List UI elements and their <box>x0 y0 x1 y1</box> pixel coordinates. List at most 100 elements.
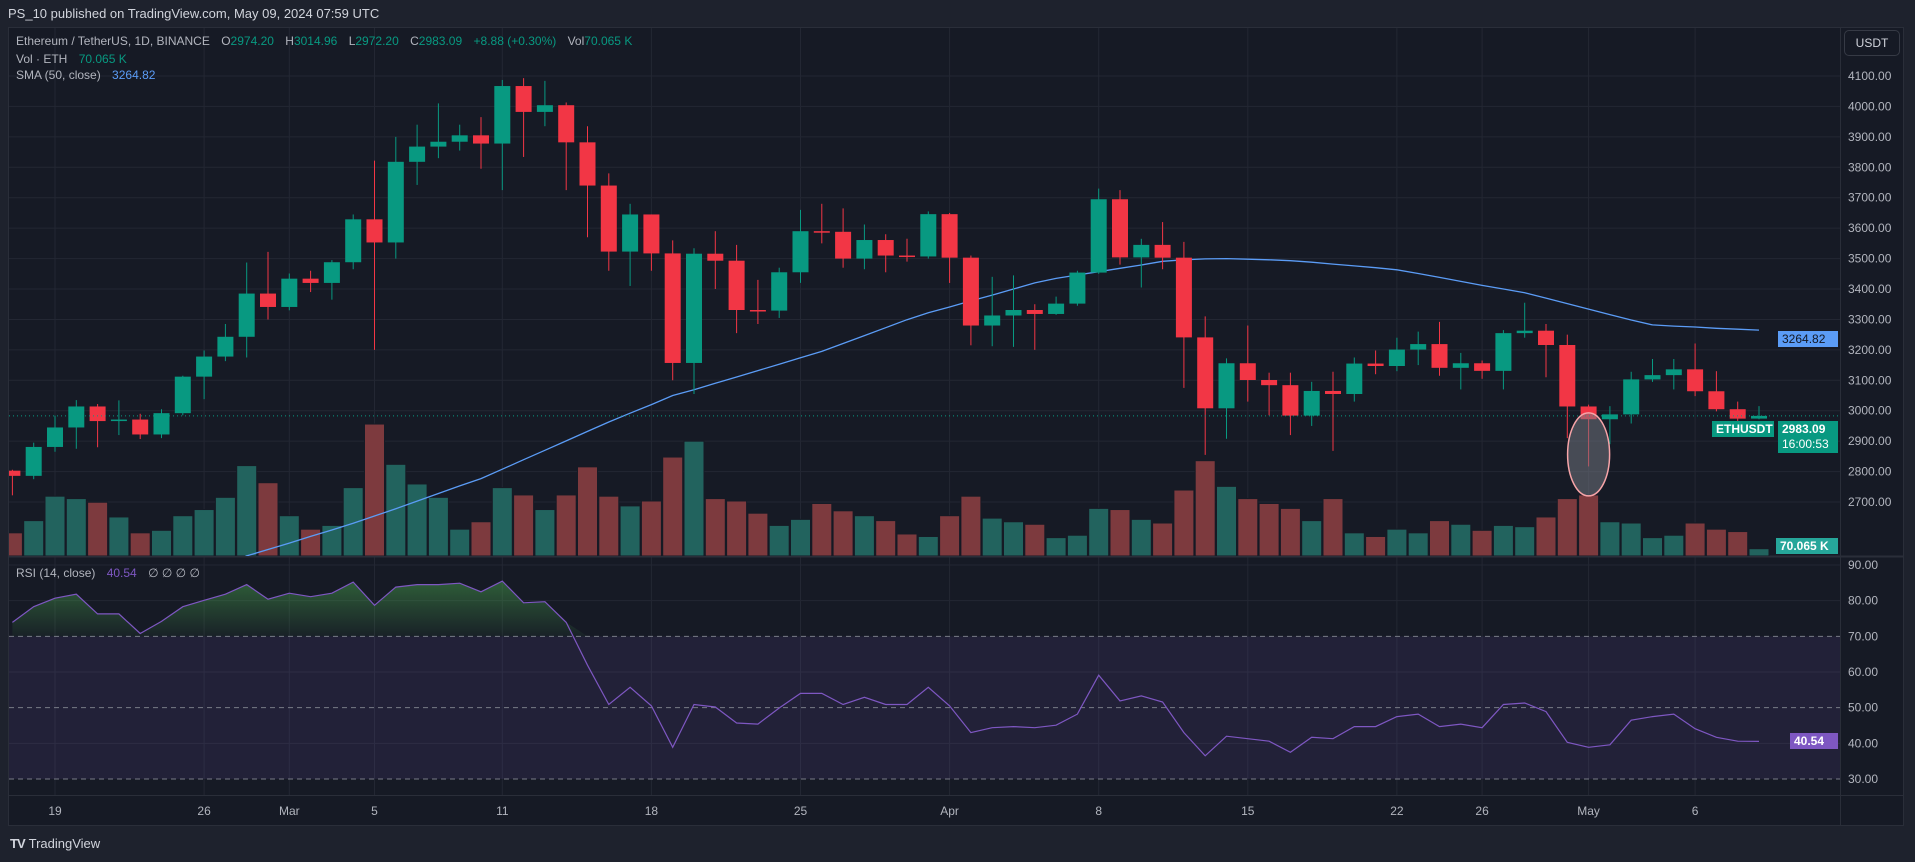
volume-bar <box>768 524 790 556</box>
volume-bar <box>1109 509 1131 556</box>
candle-body <box>1282 385 1299 416</box>
volume-bar <box>470 521 492 556</box>
time-axis-label: 19 <box>48 804 62 818</box>
volume-bar <box>1514 526 1536 556</box>
volume-bar <box>1152 522 1174 556</box>
sma-label[interactable]: SMA (50, close) <box>16 68 101 82</box>
highlight-ellipse <box>1566 412 1611 497</box>
volume-bar <box>9 532 23 556</box>
candle-body <box>1644 375 1661 380</box>
high-value: 3014.96 <box>293 34 338 48</box>
rsi-pane <box>9 564 1840 780</box>
volume-bar <box>1279 507 1301 556</box>
volume-bar <box>832 510 854 556</box>
candle-body <box>579 142 596 186</box>
volume-bar <box>939 515 961 556</box>
volume-bar <box>23 520 45 556</box>
candle-body <box>686 253 702 363</box>
candle-body <box>1729 409 1746 419</box>
candle-body <box>281 278 298 307</box>
candle-body <box>196 356 213 377</box>
candle-body <box>1708 391 1725 410</box>
candle-body <box>1687 369 1704 392</box>
volume-bar <box>726 500 748 556</box>
time-axis-label: May <box>1577 804 1600 818</box>
brand-name: TradingView <box>28 836 101 851</box>
volume-bar <box>853 515 875 556</box>
volume-indicator-value: 70.065 K <box>78 52 127 66</box>
candle-body <box>25 446 42 476</box>
volume-bar <box>1407 532 1429 556</box>
candle-body <box>1516 330 1533 334</box>
volume-tag: 70.065 K <box>1776 538 1838 554</box>
candle-body <box>1090 199 1107 273</box>
low-label: L <box>348 34 356 48</box>
price-axis-label: 3200.00 <box>1848 343 1892 357</box>
volume-bar <box>449 528 471 556</box>
symbol-title[interactable]: Ethereum / TetherUS, 1D, BINANCE <box>16 34 210 48</box>
candle-body <box>728 260 745 311</box>
rsi-tag: 40.54 <box>1790 733 1838 749</box>
candle-body <box>1665 369 1682 376</box>
candle-body <box>47 427 63 447</box>
tradingview-footer[interactable]: TV TradingView <box>10 836 100 851</box>
volume-bar <box>704 498 726 556</box>
volume-bar <box>406 483 428 556</box>
candle-body <box>1452 363 1469 368</box>
candle-body <box>302 278 319 283</box>
candle-body <box>835 231 852 259</box>
candle-body <box>387 161 404 243</box>
volume-bar <box>278 515 300 556</box>
volume-indicator-label[interactable]: Vol · ETH <box>16 52 68 66</box>
time-axis-label: 6 <box>1692 804 1699 818</box>
volume-bar <box>87 501 109 556</box>
price-axis-label: 3600.00 <box>1848 221 1892 235</box>
rsi-axis-label: 50.00 <box>1848 701 1878 715</box>
volume-bar <box>1471 529 1493 556</box>
time-axis-label: 5 <box>371 804 378 818</box>
candle-body <box>1218 363 1235 409</box>
price-axis-label: 2800.00 <box>1848 465 1892 479</box>
rsi-value: 40.54 <box>106 566 137 580</box>
candle-body <box>1495 333 1512 371</box>
volume-bar <box>896 533 918 556</box>
volume-bar <box>1535 516 1557 556</box>
candle-body <box>1346 363 1363 394</box>
candle-body <box>813 231 830 233</box>
volume-bar <box>1663 534 1685 556</box>
candle-body <box>941 214 958 258</box>
candle-body <box>110 419 127 422</box>
candle-body <box>771 272 788 311</box>
candle-body <box>1154 244 1171 258</box>
candle-body <box>451 135 468 142</box>
sma-value: 3264.82 <box>112 68 156 82</box>
candle-body <box>1623 379 1640 415</box>
volume-bar <box>1748 548 1770 556</box>
candle-body <box>515 86 532 112</box>
time-axis-label: 8 <box>1095 804 1102 818</box>
volume-legend: Vol · ETH 70.065 K <box>16 52 127 66</box>
volume-bar <box>491 487 513 556</box>
volume-bar <box>300 528 322 556</box>
open-label: O <box>221 34 231 48</box>
symbol-tag: ETHUSDT <box>1712 421 1774 437</box>
open-value: 2974.20 <box>230 34 274 48</box>
candle-body <box>409 146 426 162</box>
last-price-tag: 2983.09 16:00:53 <box>1778 421 1838 453</box>
rsi-axis-label: 70.00 <box>1848 629 1878 643</box>
candle-body <box>707 253 724 261</box>
rsi-label[interactable]: RSI (14, close) <box>16 566 96 580</box>
currency-button[interactable]: USDT <box>1844 30 1900 56</box>
time-axis-label: Apr <box>940 804 959 818</box>
candle-body <box>345 219 362 263</box>
candle-body <box>877 240 894 256</box>
candle-body <box>1261 379 1278 386</box>
candle-body <box>749 310 766 312</box>
volume-bar <box>1556 498 1578 556</box>
candle-body <box>68 406 85 428</box>
candle-body <box>1325 390 1341 394</box>
rsi-overbought-fill <box>12 581 1759 637</box>
volume-bar <box>1216 485 1237 556</box>
volume-bar <box>960 495 982 556</box>
